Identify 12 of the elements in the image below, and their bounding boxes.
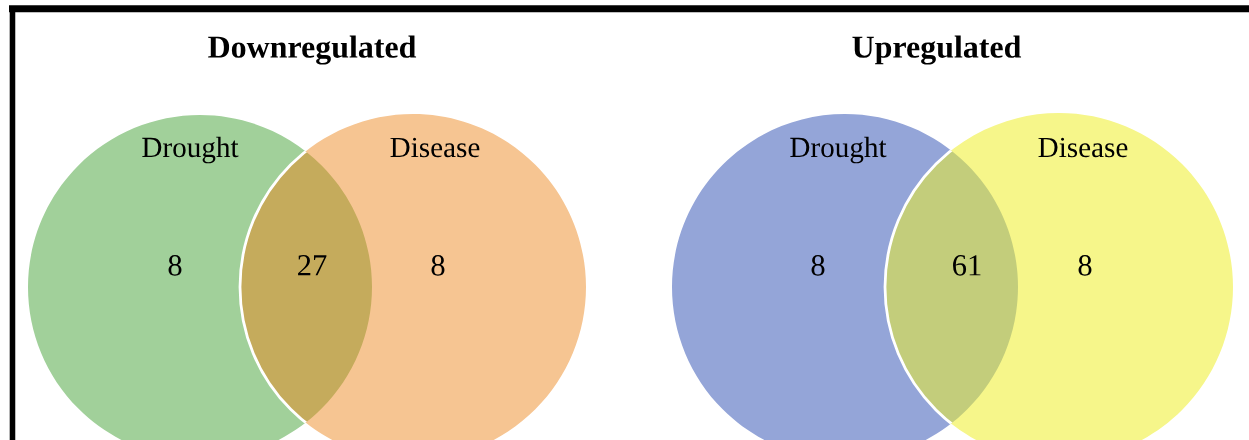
category-label: Disease [390, 137, 480, 158]
data-label: 27 [298, 255, 327, 276]
text: Upregulated [852, 35, 1022, 65]
category-label: Disease [1038, 137, 1128, 158]
data-label: 61 [953, 255, 981, 276]
data-label: 8 [431, 255, 445, 276]
category-label: Drought [790, 136, 887, 164]
data-label: 8 [1078, 255, 1092, 276]
text: Downregulated [208, 35, 417, 65]
category-label: Drought [142, 136, 239, 164]
data-label: 8 [168, 255, 182, 276]
data-label: 8 [811, 255, 825, 276]
